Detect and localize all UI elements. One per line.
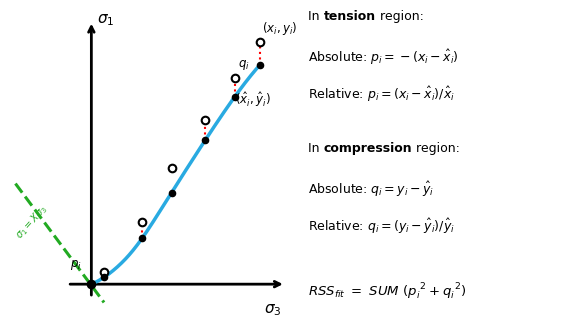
Text: Absolute: $p_i = -(x_i - \hat{x}_i)$: Absolute: $p_i = -(x_i - \hat{x}_i)$ [308,48,458,67]
Point [201,117,210,122]
Text: $(x_i, y_i)$: $(x_i, y_i)$ [262,20,297,37]
Text: $\sigma_1$: $\sigma_1$ [96,12,114,28]
Point [201,137,210,143]
Text: $(\hat{x}_i, \hat{y}_i)$: $(\hat{x}_i, \hat{y}_i)$ [234,90,270,109]
Point [230,94,239,99]
Point [256,39,265,45]
Text: $p_i$: $p_i$ [70,257,82,272]
Text: Absolute: $q_i = y_i - \hat{y}_i$: Absolute: $q_i = y_i - \hat{y}_i$ [308,180,434,199]
Text: $\sigma_3$: $\sigma_3$ [264,302,281,318]
Text: $RSS_{fit}\ =\ SUM\ (p_i^{\ 2} + q_i^{\ 2})$: $RSS_{fit}\ =\ SUM\ (p_i^{\ 2} + q_i^{\ … [308,281,466,302]
Point [137,236,146,241]
Point [256,62,265,67]
Text: $q_i$: $q_i$ [238,57,250,72]
Text: In: In [308,10,323,23]
Text: region:: region: [375,10,424,23]
Point [87,281,96,287]
Text: tension: tension [323,10,375,23]
Text: compression: compression [323,142,412,155]
Point [230,76,239,81]
Text: region:: region: [412,142,460,155]
Text: $\sigma_1 = X\sigma_3$: $\sigma_1 = X\sigma_3$ [12,202,50,242]
Point [99,275,108,280]
Text: In: In [308,142,323,155]
Point [167,165,176,170]
Point [167,190,176,195]
Point [137,220,146,225]
Text: Relative: $q_i = (y_i - \hat{y}_i)/\hat{y}_i$: Relative: $q_i = (y_i - \hat{y}_i)/\hat{… [308,217,455,236]
Point [87,281,96,287]
Text: Relative: $p_i = (x_i - \hat{x}_i)/\hat{x}_i$: Relative: $p_i = (x_i - \hat{x}_i)/\hat{… [308,85,455,104]
Point [99,269,108,274]
